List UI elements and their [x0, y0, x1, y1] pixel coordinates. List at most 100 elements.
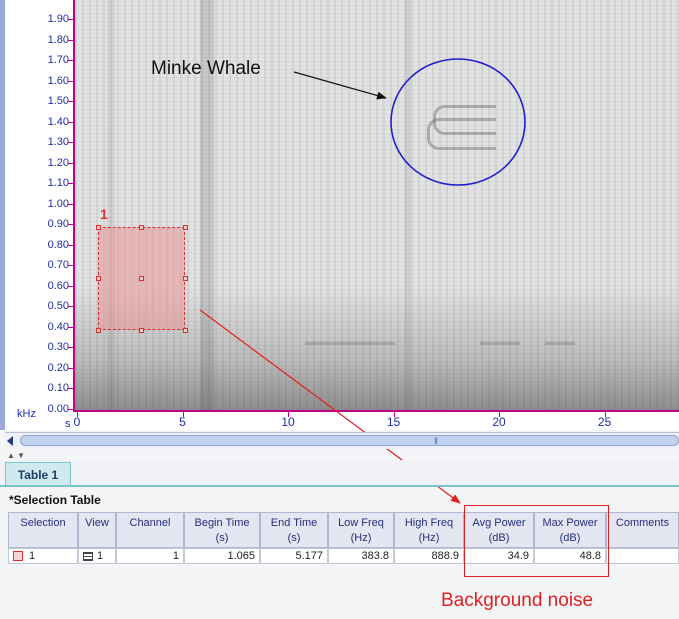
noise-band	[405, 0, 411, 410]
y-tick-label: 1.30	[47, 136, 69, 148]
x-tick-label: 5	[179, 415, 186, 429]
y-tick-label: 1.80	[47, 33, 69, 46]
time-scrollbar[interactable]: ‖	[5, 432, 679, 449]
y-tick-label: 0.80	[47, 238, 69, 251]
y-tick-mark	[68, 285, 73, 287]
y-tick-mark	[68, 203, 73, 205]
y-tick-mark	[68, 224, 73, 225]
y-tick-label: 0.10	[47, 382, 69, 394]
y-tick-mark	[68, 244, 73, 246]
cell-begin-time[interactable]: 1.065	[184, 548, 260, 564]
whale-call-trace	[427, 118, 496, 150]
x-tick-mark	[393, 412, 395, 417]
spectrogram-view[interactable]: 1.90 1.80 1.70 1.60 1.50 1.40 1.30 1.20 1.10 1.00…	[5, 0, 679, 430]
selection-resize-handle[interactable]	[182, 276, 188, 281]
header-begin-time[interactable]: Begin Time (s)	[184, 512, 260, 548]
y-tick-mark	[68, 39, 73, 41]
y-tick-mark	[68, 347, 73, 348]
x-tick-label: 10	[281, 415, 295, 429]
x-tick-label: 25	[597, 415, 612, 429]
x-tick-mark	[604, 412, 606, 417]
y-tick-label: 1.40	[47, 115, 69, 128]
cell-view[interactable]: 1	[78, 548, 116, 564]
cell-max-power[interactable]: 48.8	[534, 548, 606, 564]
x-tick-label: 15	[386, 415, 401, 429]
selection-resize-handle[interactable]	[139, 224, 144, 230]
y-tick-mark	[68, 388, 73, 389]
y-tick-label: 1.10	[47, 177, 69, 189]
noise-band	[107, 0, 115, 410]
header-max-power[interactable]: Max Power (dB)	[534, 512, 606, 548]
x-tick-mark	[499, 412, 500, 417]
y-tick-label: 0.00	[47, 402, 69, 415]
header-comments[interactable]: Comments	[606, 512, 679, 548]
noise-band	[200, 0, 214, 410]
header-selection[interactable]: Selection	[8, 512, 78, 548]
y-tick-label: 1.50	[47, 95, 69, 107]
y-tick-label: 0.40	[47, 320, 69, 333]
x-tick-mark	[182, 412, 184, 417]
cell-high-freq[interactable]: 888.9	[394, 548, 464, 564]
scroll-left-icon[interactable]	[7, 436, 13, 446]
y-tick-mark	[68, 101, 73, 102]
y-tick-label: 0.70	[47, 259, 69, 271]
y-tick-mark	[68, 408, 73, 410]
y-tick-label: 0.60	[47, 279, 69, 292]
cell-end-time[interactable]: 5.177	[260, 548, 328, 564]
selection-color-icon	[13, 551, 23, 562]
header-channel[interactable]: Channel	[116, 512, 184, 548]
y-tick-label: 0.20	[47, 361, 69, 374]
selection-resize-handle[interactable]	[95, 224, 101, 230]
y-tick-mark	[68, 60, 73, 61]
tab-table-1[interactable]: Table 1	[5, 462, 71, 486]
minke-whale-label: Minke Whale	[151, 58, 261, 79]
header-end-time[interactable]: End Time (s)	[260, 512, 328, 548]
selection-resize-handle[interactable]	[95, 276, 101, 281]
y-tick-label: 1.90	[47, 13, 69, 25]
y-tick-label: 1.70	[47, 54, 69, 66]
x-tick-mark	[288, 412, 289, 417]
y-tick-label: 0.90	[47, 218, 69, 230]
y-tick-mark	[68, 265, 73, 266]
y-tick-mark	[68, 19, 73, 20]
scroll-thumb[interactable]: ‖	[20, 435, 679, 446]
pane-splitter[interactable]: ▲ ▼	[5, 450, 679, 460]
y-tick-mark	[68, 367, 73, 369]
y-tick-mark	[68, 183, 73, 184]
selection-resize-handle[interactable]	[95, 327, 101, 333]
background-noise-highlight	[464, 505, 609, 577]
header-view[interactable]: View	[78, 512, 116, 548]
y-tick-label: 0.50	[47, 300, 69, 312]
view-edge-strip	[0, 0, 5, 430]
expand-up-icon[interactable]: ▲	[7, 451, 15, 460]
header-high-freq[interactable]: High Freq (Hz)	[394, 512, 464, 548]
y-axis-unit: kHz	[17, 408, 36, 420]
x-tick-label: 20	[492, 415, 506, 429]
selection-resize-handle[interactable]	[139, 276, 144, 281]
cell-avg-power[interactable]: 34.9	[464, 548, 534, 564]
y-tick-mark	[68, 306, 73, 307]
cell-selection[interactable]: 1	[8, 548, 78, 564]
x-axis-line	[73, 410, 679, 412]
selection-resize-handle[interactable]	[182, 224, 188, 230]
header-low-freq[interactable]: Low Freq (Hz)	[328, 512, 394, 548]
y-axis-line	[73, 0, 75, 412]
background-noise-label: Background noise	[441, 590, 594, 611]
selection-resize-handle[interactable]	[139, 327, 144, 333]
x-tick-mark	[77, 412, 78, 417]
y-tick-mark	[68, 142, 73, 143]
cell-comments[interactable]	[606, 548, 679, 564]
y-tick-label: 1.60	[47, 74, 69, 87]
cell-channel[interactable]: 1	[116, 548, 184, 564]
header-avg-power[interactable]: Avg Power (dB)	[464, 512, 534, 548]
y-tick-mark	[68, 162, 73, 164]
y-tick-mark	[68, 326, 73, 328]
cell-low-freq[interactable]: 383.8	[328, 548, 394, 564]
selection-resize-handle[interactable]	[182, 327, 188, 333]
y-tick-mark	[68, 121, 73, 123]
y-tick-label: 0.30	[47, 341, 69, 353]
noise-line	[545, 342, 575, 345]
y-tick-label: 1.00	[47, 197, 69, 210]
collapse-down-icon[interactable]: ▼	[17, 451, 25, 460]
